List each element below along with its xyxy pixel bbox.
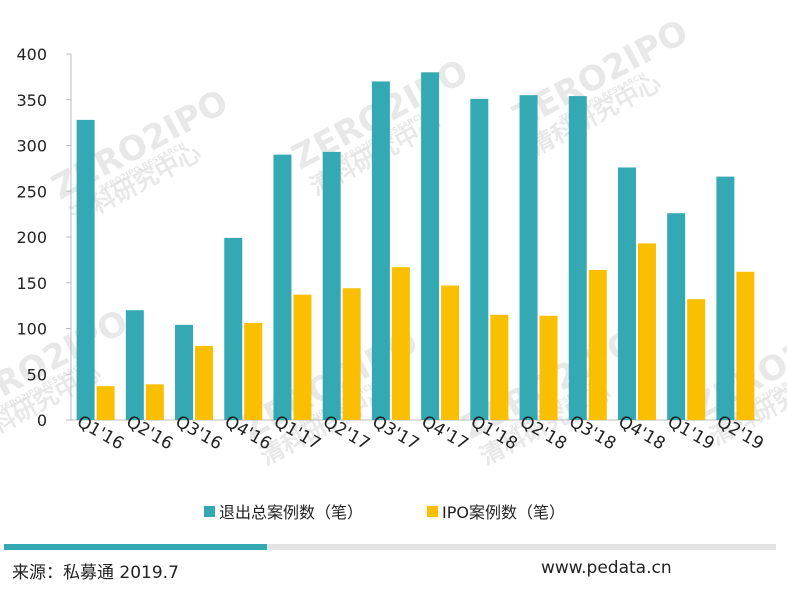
legend-swatch xyxy=(427,506,438,517)
legend: 退出总案例数（笔） IPO案例数（笔） xyxy=(204,503,565,522)
bar-ipo xyxy=(736,271,755,420)
bar-ipo xyxy=(687,299,706,420)
bar-exits xyxy=(322,151,341,420)
bar-ipo xyxy=(145,384,164,420)
source-note: 来源：私募通 2019.7 xyxy=(12,563,179,583)
legend-label: IPO案例数（笔） xyxy=(442,503,565,522)
bar-ipo xyxy=(244,323,263,420)
footer-divider xyxy=(4,544,776,550)
bar-ipo xyxy=(539,315,558,420)
bar-ipo xyxy=(490,314,509,420)
y-ticks: 0 50 100 150 200 250 300 350 400 xyxy=(16,45,71,430)
website-url[interactable]: www.pedata.cn xyxy=(541,558,672,578)
bar-exits xyxy=(76,119,95,420)
y-tick-label: 200 xyxy=(16,228,47,247)
bar-ipo xyxy=(637,243,656,420)
bar-exits xyxy=(519,95,538,421)
bar-exits xyxy=(224,237,243,420)
bar-ipo xyxy=(588,269,607,420)
y-tick-label: 350 xyxy=(16,91,47,110)
bar-exits xyxy=(716,176,735,420)
y-tick-label: 0 xyxy=(37,411,47,430)
bar-ipo xyxy=(195,345,214,420)
bar-exits xyxy=(175,324,194,420)
y-tick-label: 250 xyxy=(16,182,47,201)
bar-ipo xyxy=(293,294,312,420)
bar-exits xyxy=(273,154,292,420)
bar-exits xyxy=(371,81,390,420)
bar-exits xyxy=(421,72,440,421)
bar-ipo xyxy=(391,267,410,420)
legend-label: 退出总案例数（笔） xyxy=(219,503,363,522)
bar-ipo xyxy=(342,288,361,420)
x-ticks: Q1'16Q2'16Q3'16Q4'16Q1'17Q2'17Q3'17Q4'17… xyxy=(73,412,767,455)
bars xyxy=(76,72,755,421)
y-tick-label: 300 xyxy=(16,137,47,156)
bar-ipo xyxy=(441,285,460,420)
y-tick-label: 150 xyxy=(16,274,47,293)
bar-exits xyxy=(617,167,636,420)
y-tick-label: 50 xyxy=(27,365,47,384)
bar-exits xyxy=(470,98,489,421)
bar-exits xyxy=(667,213,686,420)
y-tick-label: 100 xyxy=(16,320,47,339)
bar-exits xyxy=(125,310,144,420)
bar-ipo xyxy=(96,386,115,420)
y-tick-label: 400 xyxy=(16,45,47,64)
legend-swatch xyxy=(204,506,215,517)
footer-divider-accent xyxy=(4,544,267,550)
bar-exits xyxy=(568,96,587,420)
